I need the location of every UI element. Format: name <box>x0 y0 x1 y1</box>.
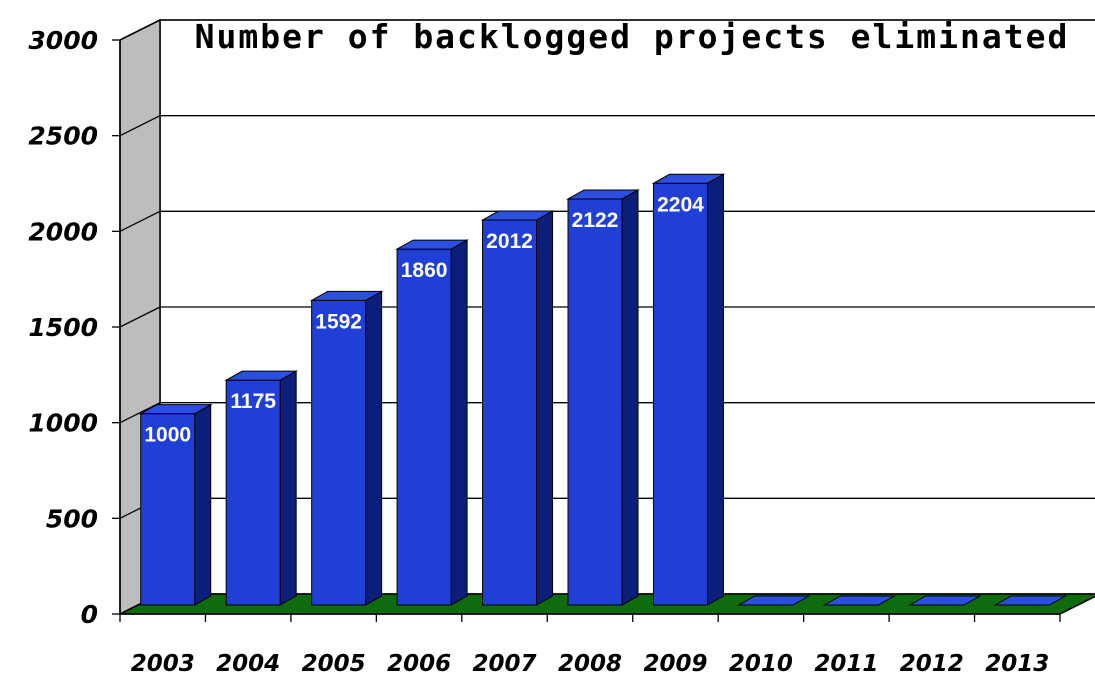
bar-top <box>224 370 299 381</box>
bar-top <box>309 290 384 301</box>
data-label: 2012 <box>486 230 533 253</box>
bar-side <box>621 189 639 606</box>
data-label: 1592 <box>315 310 362 333</box>
bar-2007: 2012 <box>480 210 555 606</box>
bar-front <box>311 299 367 606</box>
chart-title: Number of backlogged projects eliminated <box>195 17 1070 56</box>
bar-front <box>482 219 538 606</box>
data-label: 1860 <box>401 259 448 282</box>
bar-2013 <box>993 595 1068 606</box>
bar-front <box>225 379 281 606</box>
bar-top <box>822 595 897 606</box>
bar-front <box>652 182 708 606</box>
x-tick-label: 2010 <box>729 651 793 677</box>
bar-2004: 1175 <box>224 370 299 606</box>
y-tick-label: 0 <box>81 600 98 629</box>
bar-side <box>279 370 297 606</box>
data-label: 1000 <box>144 424 191 447</box>
bar-2012 <box>907 595 982 606</box>
x-tick-label: 2011 <box>814 651 878 677</box>
x-tick-label: 2013 <box>985 651 1049 677</box>
grid-line-side <box>119 115 161 137</box>
data-label: 2122 <box>572 209 619 232</box>
bar-top <box>138 404 213 415</box>
x-tick-label: 2006 <box>387 651 451 677</box>
y-tick-label: 500 <box>46 504 98 533</box>
bar-side <box>450 239 468 606</box>
grid-line-side <box>119 210 161 232</box>
bar-2003: 1000 <box>138 403 213 606</box>
bar-2005: 1592 <box>309 290 384 606</box>
bar-top <box>480 210 555 221</box>
y-tick-label: 1500 <box>28 313 98 342</box>
bar-front <box>396 248 452 606</box>
bars: 1000 1175 1592 1860 2012 2122 2204 <box>138 173 1068 606</box>
bar-side <box>706 173 724 606</box>
x-tick-label: 2003 <box>131 651 195 677</box>
bar-side <box>536 210 554 606</box>
bar-side <box>365 290 383 606</box>
y-tick-label: 2500 <box>28 122 98 151</box>
bar-top <box>651 173 726 184</box>
y-axis: 0 500 1000 1500 2000 2500 3000 <box>28 26 121 629</box>
bar-front <box>567 198 623 606</box>
x-axis: 2003 2004 2005 2006 2007 2008 2009 2010 2011 2012… <box>119 613 1061 677</box>
bar-top <box>993 595 1068 606</box>
bar-2010 <box>737 595 811 606</box>
bar-top <box>566 189 640 200</box>
grid-line-side <box>119 19 161 41</box>
x-tick-label: 2012 <box>900 651 964 677</box>
bar-top <box>907 595 982 606</box>
x-tick-label: 2008 <box>558 651 622 677</box>
bar-top <box>395 239 469 250</box>
y-tick-label: 3000 <box>28 26 98 55</box>
x-tick-label: 2004 <box>216 651 280 677</box>
bar-2006: 1860 <box>395 239 469 606</box>
x-tick-label: 2007 <box>473 651 537 677</box>
bar-2008: 2122 <box>566 189 640 606</box>
bar-2009: 2204 <box>651 173 726 606</box>
grid-line-side <box>119 402 161 424</box>
y-tick-label: 2000 <box>28 217 98 246</box>
bar-side <box>194 403 212 606</box>
grid-line-side <box>119 306 161 328</box>
data-label: 2204 <box>657 193 704 216</box>
bar-front <box>140 413 196 606</box>
bar-top <box>737 595 811 606</box>
y-tick-label: 1000 <box>28 409 98 438</box>
bar-2011 <box>822 595 897 606</box>
data-label: 1175 <box>230 390 276 413</box>
x-tick-label: 2005 <box>302 651 366 677</box>
x-tick-label: 2009 <box>643 651 707 677</box>
